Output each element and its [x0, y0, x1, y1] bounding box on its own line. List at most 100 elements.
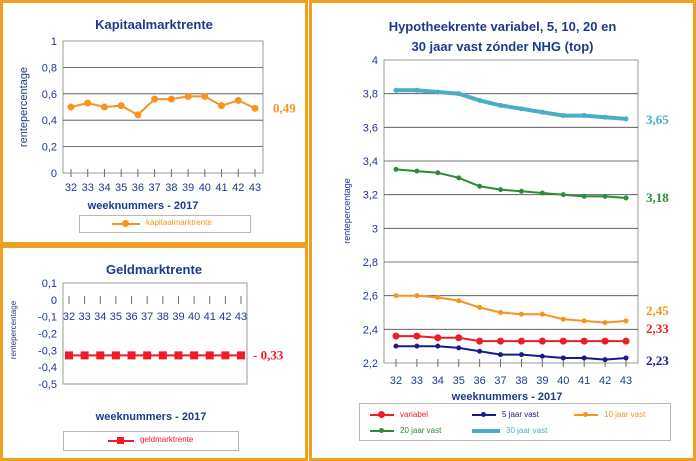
x-tick-label: 42 [232, 182, 244, 194]
legend-label: kapitaalmarktrente [146, 218, 212, 227]
x-tick-label: 34 [98, 182, 110, 194]
data-point [476, 337, 484, 345]
data-point [498, 310, 504, 315]
y-tick-label: 0,4 [42, 115, 57, 127]
data-point [414, 87, 420, 93]
data-point [393, 343, 399, 349]
data-point [434, 334, 442, 342]
data-point [518, 106, 524, 112]
data-point [560, 355, 566, 361]
legend-label: 5 jaar vast [502, 410, 539, 419]
data-point [143, 351, 152, 360]
data-point [518, 352, 524, 358]
data-point [80, 351, 89, 360]
y-tick-label: 2,2 [363, 358, 378, 370]
data-point [622, 337, 630, 345]
data-point [100, 103, 108, 111]
y-tick-label: 4 [372, 55, 378, 67]
x-tick-label: 39 [172, 311, 184, 323]
data-label: 3,65 [646, 112, 669, 127]
data-point [127, 351, 136, 360]
data-point [218, 102, 226, 110]
data-point [498, 352, 504, 358]
series-line [395, 168, 627, 199]
plot-frame [62, 282, 248, 385]
data-point [539, 311, 545, 317]
x-tick-label: 33 [82, 182, 94, 194]
x-tick-label: 33 [79, 311, 91, 323]
data-point [498, 102, 504, 108]
plot-frame [62, 40, 264, 174]
chart-title-line-1: Hypotheekrente variabel, 5, 10, 20 en [388, 19, 617, 34]
x-tick-label: 38 [165, 182, 177, 194]
data-point [392, 332, 400, 340]
x-tick-label: 40 [557, 375, 569, 387]
y-tick-label: -0,1 [38, 312, 57, 324]
y-tick-label: 3 [372, 223, 378, 235]
y-tick-label: 3,8 [363, 89, 378, 101]
x-tick-label: 35 [110, 311, 122, 323]
x-tick-label: 36 [132, 182, 144, 194]
x-axis-title: weeknummers - 2017 [451, 391, 563, 403]
y-axis-title: rentepercentage [9, 300, 18, 359]
x-tick-label: 34 [432, 375, 444, 387]
data-point [221, 351, 230, 360]
data-point [477, 97, 483, 103]
data-point [237, 351, 245, 360]
data-point [435, 170, 441, 176]
data-point [435, 343, 441, 349]
legend-label: geldmarktrente [140, 435, 194, 444]
x-tick-label: 32 [390, 375, 402, 387]
panel-hypotheekrente: Hypotheekrente variabel, 5, 10, 20 en 30… [309, 0, 696, 461]
data-point [559, 337, 567, 345]
y-tick-label: -0,2 [38, 329, 57, 341]
chart-title: Kapitaalmarktrente [95, 17, 213, 32]
data-point [623, 116, 629, 122]
geldmarktrente-plot: -0,5 -0,4 -0,3 -0,2 -0,1 0 0,1 32 33 34 35 36 37 38 39… [9, 278, 284, 423]
y-tick-label: 2,4 [363, 324, 378, 336]
y-tick-label: 3,6 [363, 122, 378, 134]
data-point [67, 103, 75, 111]
x-tick-label: 36 [474, 375, 486, 387]
data-point [581, 318, 587, 324]
data-label: 2,23 [646, 353, 669, 368]
series-line [396, 294, 627, 324]
data-point [477, 183, 483, 189]
data-point [518, 311, 524, 317]
y-tick-label: 0,2 [42, 142, 57, 154]
x-tick-label: 40 [199, 182, 211, 194]
x-tick-label: 32 [65, 182, 77, 194]
y-tick-label: -0,5 [38, 379, 57, 391]
data-point [602, 114, 608, 120]
legend-label: 30 jaar vast [506, 426, 548, 435]
y-tick-label: 0 [51, 168, 57, 180]
legend-label: 20 jaar vast [400, 426, 442, 435]
data-point [456, 298, 462, 304]
x-tick-label: 40 [188, 311, 200, 323]
y-tick-label: 3,2 [363, 190, 378, 202]
y-tick-label: -0,3 [38, 345, 57, 357]
x-tick-label: 35 [115, 182, 127, 194]
legend-kapitaalmarktrente: kapitaalmarktrente [79, 215, 251, 233]
data-point [251, 104, 259, 112]
legend-label: variabel [400, 410, 429, 419]
y-tick-label: 1 [51, 36, 57, 48]
x-tick-label: 37 [141, 311, 153, 323]
data-point [498, 187, 504, 193]
data-point [435, 294, 441, 300]
data-point [414, 343, 420, 349]
data-point [413, 332, 421, 340]
y-tick-label: 3,4 [363, 156, 378, 168]
series-line [396, 335, 626, 343]
chart-title-line-2: 30 jaar vast zónder NHG (top) [411, 39, 594, 54]
x-tick-label: 43 [620, 375, 632, 387]
series-line [396, 345, 627, 361]
x-tick-label: 42 [219, 311, 231, 323]
data-point [111, 351, 120, 360]
data-point [414, 293, 420, 299]
x-tick-label: 39 [182, 182, 194, 194]
data-point [201, 92, 209, 100]
data-point [602, 357, 608, 363]
legend-label: 10 jaar vast [604, 410, 646, 419]
x-tick-label: 33 [411, 375, 423, 387]
